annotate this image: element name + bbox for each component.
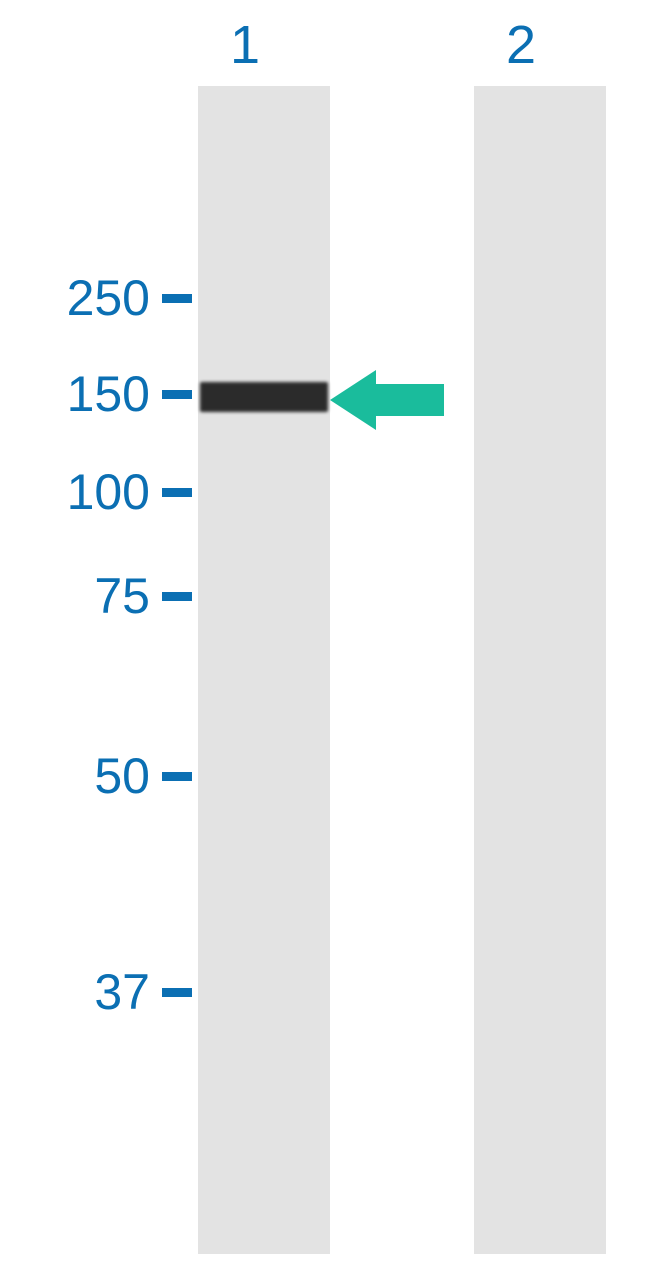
mw-tick-150: [162, 390, 192, 399]
lane-2: [474, 86, 606, 1254]
mw-label-75: 75: [0, 567, 150, 625]
mw-tick-50: [162, 772, 192, 781]
mw-label-50: 50: [0, 747, 150, 805]
mw-label-100: 100: [0, 463, 150, 521]
lane-1-label: 1: [230, 14, 260, 76]
lane-1: [198, 86, 330, 1254]
band-arrow-icon: [330, 370, 444, 430]
mw-label-37: 37: [0, 963, 150, 1021]
band-lane1-0: [200, 382, 328, 412]
mw-tick-75: [162, 592, 192, 601]
blot-container: 1 2 250 150 100 75 50 37: [0, 0, 650, 1270]
mw-tick-37: [162, 988, 192, 997]
mw-label-250: 250: [0, 269, 150, 327]
mw-tick-250: [162, 294, 192, 303]
lane-2-label: 2: [506, 14, 536, 76]
mw-label-150: 150: [0, 365, 150, 423]
mw-tick-100: [162, 488, 192, 497]
